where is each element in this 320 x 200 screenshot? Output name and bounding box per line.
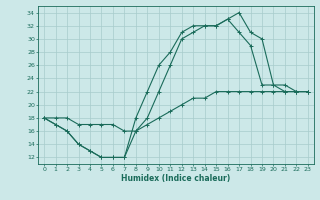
X-axis label: Humidex (Indice chaleur): Humidex (Indice chaleur) — [121, 174, 231, 183]
